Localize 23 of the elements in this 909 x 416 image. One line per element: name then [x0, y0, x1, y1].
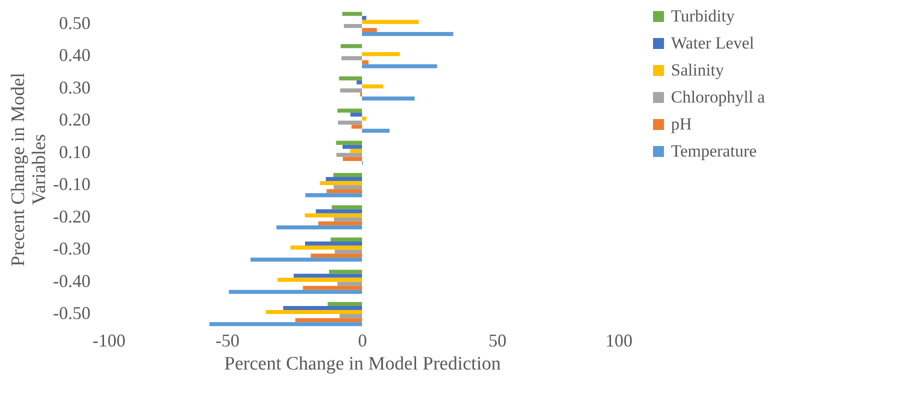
x-tick-label: 0	[358, 330, 367, 350]
legend-label: pH	[671, 114, 692, 134]
y-tick-label: -0.50	[53, 303, 90, 324]
y-tick-label: 0.30	[59, 77, 90, 98]
x-tick-label: -100	[92, 330, 126, 350]
legend-label: Salinity	[671, 60, 724, 80]
legend-label: Temperature	[671, 142, 757, 160]
y-axis-title: Precent Change in Model Variables	[8, 72, 50, 266]
y-tick-label: 0.10	[59, 142, 90, 162]
legend-label: Turbidity	[671, 6, 736, 26]
legend-label: Chlorophyll a	[671, 88, 766, 106]
y-tick-label: -0.20	[53, 206, 90, 226]
y-tick-label: -0.30	[53, 238, 90, 259]
x-tick-label: -50	[216, 330, 240, 350]
y-tick-label: 0.20	[59, 110, 90, 130]
y-tick-label: -0.40	[53, 270, 90, 291]
y-tick-label: 0.40	[59, 45, 90, 66]
x-tick-label: 50	[488, 330, 506, 350]
y-tick-label: -0.10	[53, 174, 90, 194]
x-axis-title: Percent Change in Model Prediction	[224, 354, 502, 374]
y-tick-label: 0.50	[59, 12, 90, 33]
legend-label: Water Level	[671, 34, 754, 52]
x-tick-label: 100	[606, 330, 632, 350]
